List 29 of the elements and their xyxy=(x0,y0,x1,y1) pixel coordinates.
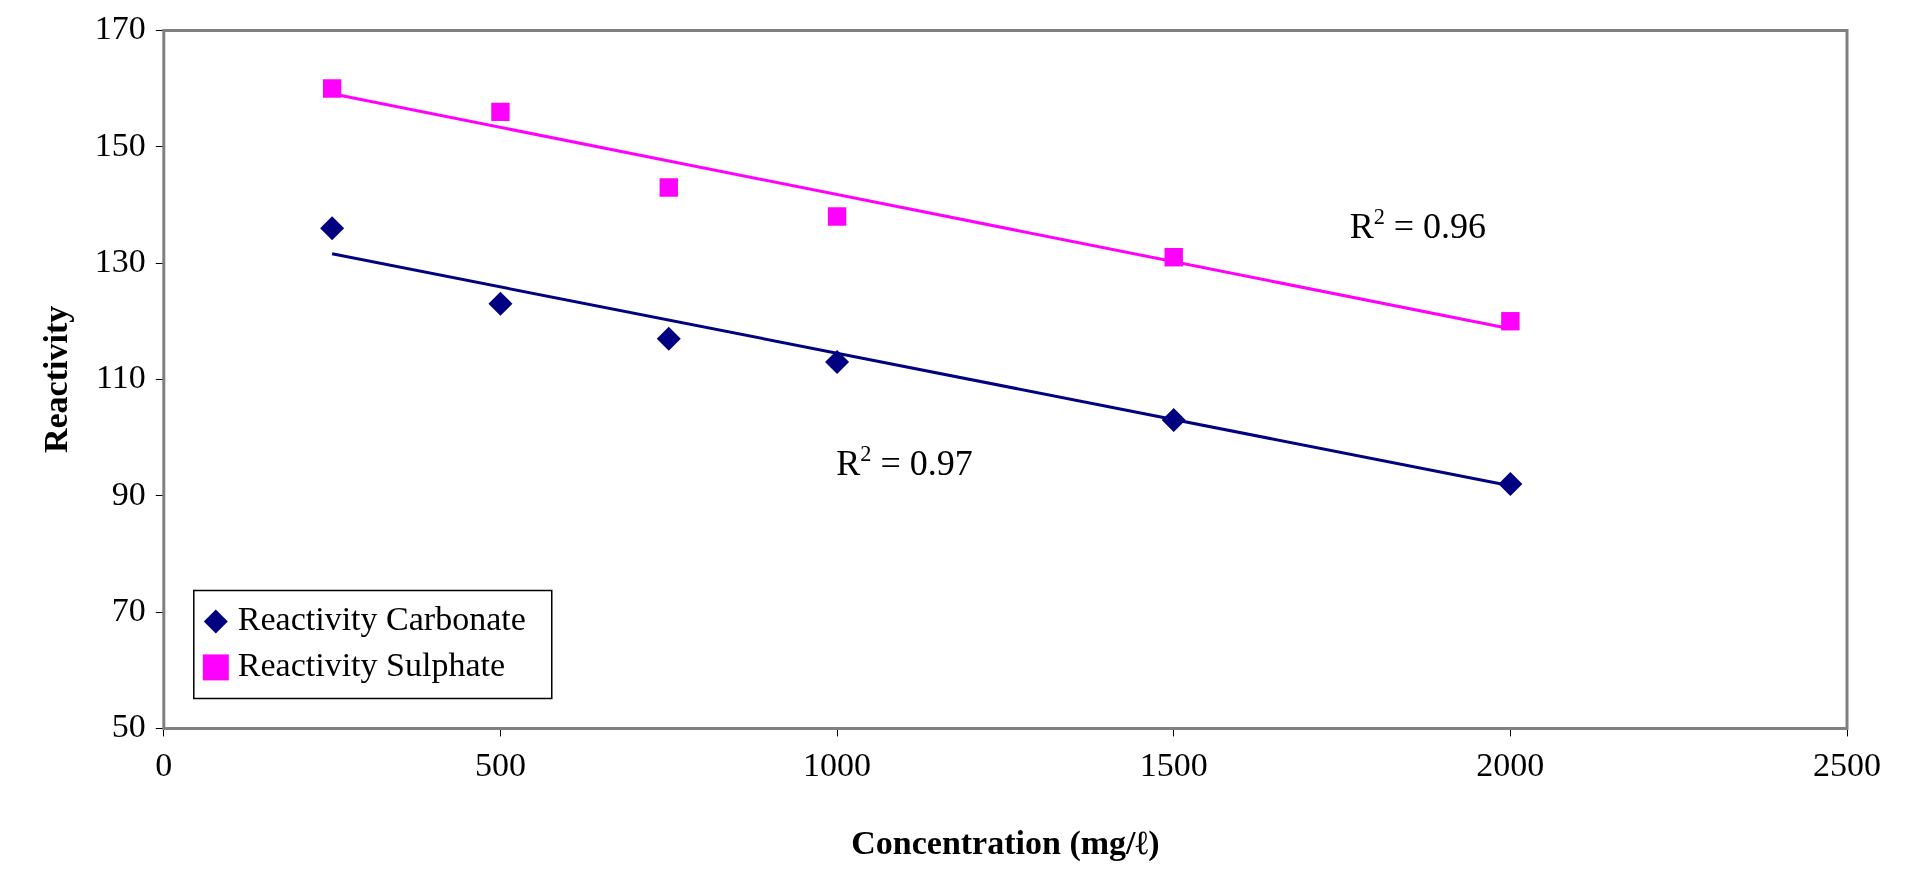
legend-label: Reactivity Sulphate xyxy=(237,646,506,684)
point xyxy=(1498,472,1523,497)
x-tick-label: 2000 xyxy=(1476,745,1545,783)
y-tick-label: 130 xyxy=(94,241,146,279)
x-tick-label: 500 xyxy=(474,745,526,783)
x-tick-label: 1000 xyxy=(803,745,872,783)
y-tick-label: 150 xyxy=(94,125,146,163)
point xyxy=(320,216,345,241)
y-axis-title: Reactivity xyxy=(37,305,75,454)
x-tick-label: 1500 xyxy=(1139,745,1208,783)
x-axis-title: Concentration (mg/ℓ) xyxy=(851,824,1160,863)
y-tick-label: 50 xyxy=(111,707,146,745)
x-tick-label: 0 xyxy=(155,745,173,783)
y-tick-label: 90 xyxy=(111,474,146,512)
point xyxy=(1501,312,1520,331)
point xyxy=(1161,408,1186,433)
legend-label: Reactivity Carbonate xyxy=(237,600,526,638)
y-tick-label: 110 xyxy=(96,358,146,396)
y-tick-label: 170 xyxy=(94,9,146,47)
x-tick-label: 2500 xyxy=(1813,745,1881,783)
point xyxy=(825,349,850,374)
point xyxy=(659,178,678,197)
point xyxy=(322,79,342,98)
point xyxy=(656,326,681,351)
y-tick-label: 70 xyxy=(111,590,146,628)
point xyxy=(488,291,513,316)
point xyxy=(1164,248,1183,267)
point xyxy=(491,102,510,122)
point xyxy=(827,207,847,226)
